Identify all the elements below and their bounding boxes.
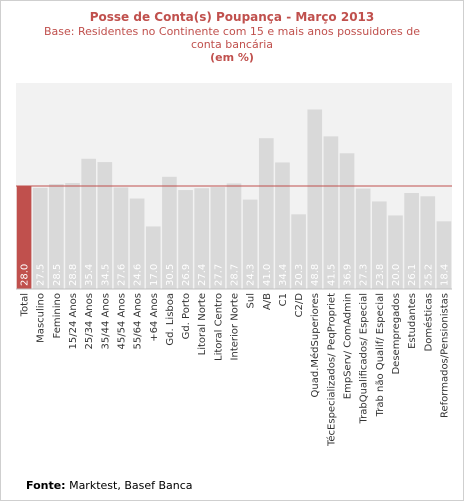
bar-value-label: 24.6 — [133, 264, 144, 286]
bar — [226, 183, 242, 289]
bar — [113, 187, 129, 289]
bar — [372, 201, 387, 289]
bar — [16, 186, 32, 289]
category-tick-label: A/B — [262, 293, 273, 310]
category-tick-label: +64 Anos — [149, 293, 160, 342]
bar-value-label: 34.4 — [278, 264, 289, 286]
bar — [210, 187, 226, 289]
bar — [65, 183, 80, 289]
bar — [275, 162, 290, 289]
bar — [145, 226, 161, 289]
bar-value-label: 28.8 — [68, 264, 79, 286]
category-tick-label: Masculino — [36, 293, 47, 343]
category-tick-label: Gd. Lisboa — [165, 293, 176, 346]
category-tick-label: TécEspecializados/ PeqPropriet — [325, 293, 337, 447]
category-tick-label: Litoral Norte — [197, 293, 208, 355]
category-tick-label: Feminino — [52, 293, 63, 338]
chart-title: Posse de Conta(s) Poupança - Março 2013 — [89, 10, 375, 24]
bar-value-label: 36.9 — [343, 264, 354, 286]
category-tick-label: Estudantes — [407, 293, 418, 349]
category-tick-label: 25/34 Anos — [84, 293, 95, 350]
bar-value-label: 27.5 — [36, 264, 47, 286]
source-label: Fonte: — [26, 479, 66, 492]
category-tick-label: Sul — [246, 293, 257, 308]
bar-value-label: 25.2 — [423, 264, 434, 286]
bar-value-label: 35.4 — [84, 264, 95, 286]
bar — [162, 176, 177, 289]
bar-value-label: 34.5 — [100, 264, 111, 286]
bar-value-label: 20.0 — [391, 264, 402, 286]
bar — [178, 190, 193, 289]
bar-value-label: 17.0 — [149, 264, 160, 286]
category-tick-label: Gd. Porto — [181, 293, 192, 339]
bar-value-label: 18.4 — [439, 264, 450, 286]
bar — [323, 136, 339, 289]
bar — [339, 153, 355, 289]
category-tick-label: Reformados/Pensionistas — [439, 293, 450, 418]
chart-subtitle: Base: Residentes no Continente com 15 e … — [43, 25, 421, 51]
category-tick-label: Desempregados — [391, 293, 402, 375]
bar-value-label: 27.3 — [359, 264, 370, 286]
category-tick-label: Interior Norte — [230, 293, 241, 360]
bar-value-label: 20.3 — [294, 264, 305, 286]
category-tick-label: C1 — [278, 293, 289, 306]
bar-value-label: 27.6 — [116, 264, 127, 286]
bar — [258, 138, 274, 289]
bar — [404, 192, 419, 289]
bar-value-label: 23.8 — [375, 264, 386, 286]
bar — [420, 196, 436, 289]
bar-value-label: 28.5 — [52, 264, 63, 286]
category-tick-label: TrabQualificados/ Especial — [359, 293, 370, 424]
bar — [81, 158, 96, 289]
source-text: Marktest, Basef Banca — [69, 479, 193, 492]
bar-value-label: 41.5 — [326, 264, 337, 286]
bar — [32, 187, 48, 289]
bar-value-label: 27.4 — [197, 264, 208, 286]
bar — [307, 109, 323, 289]
bar — [49, 184, 64, 289]
bar-value-label: 27.7 — [213, 264, 224, 286]
bar — [436, 221, 452, 289]
bar-value-label: 24.3 — [246, 264, 257, 286]
category-tick-label: 45/54 Anos — [116, 293, 127, 350]
category-tick-label: EmpServ/ ComAdmin — [343, 293, 354, 399]
category-tick-label: 55/64 Anos — [133, 293, 144, 350]
source-note: Fonte: Marktest, Basef Banca — [26, 479, 193, 492]
bar-value-label: 26.1 — [407, 264, 418, 286]
chart-unit: (em %) — [210, 51, 254, 64]
category-tick-label: C2/D — [294, 293, 305, 318]
category-tick-label: Domésticas — [422, 293, 434, 351]
bar — [388, 215, 403, 289]
chart-header: Posse de Conta(s) Poupança - Março 2013 … — [0, 10, 464, 65]
category-tick-label: Quad.MédSuperiores — [309, 293, 321, 397]
bar — [129, 198, 145, 289]
bar-value-label: 28.7 — [230, 264, 241, 286]
bar — [355, 188, 371, 289]
bar — [291, 214, 306, 289]
bar-value-label: 41.0 — [262, 264, 273, 286]
category-tick-label: Total — [20, 293, 31, 317]
category-tick-label: 15/24 Anos — [68, 293, 79, 350]
category-tick-label: 35/44 Anos — [100, 293, 111, 350]
bar — [194, 188, 210, 289]
bar-value-label: 26.9 — [181, 264, 192, 286]
bar — [242, 199, 258, 289]
bar-value-label: 30.5 — [165, 264, 176, 286]
bar — [97, 162, 113, 289]
category-tick-label: Trab não Qualif/ Especial — [375, 293, 386, 417]
category-tick-label: Litoral Centro — [213, 293, 224, 361]
bar-value-label: 48.8 — [310, 264, 321, 286]
bar-value-label: 28.0 — [20, 264, 31, 286]
